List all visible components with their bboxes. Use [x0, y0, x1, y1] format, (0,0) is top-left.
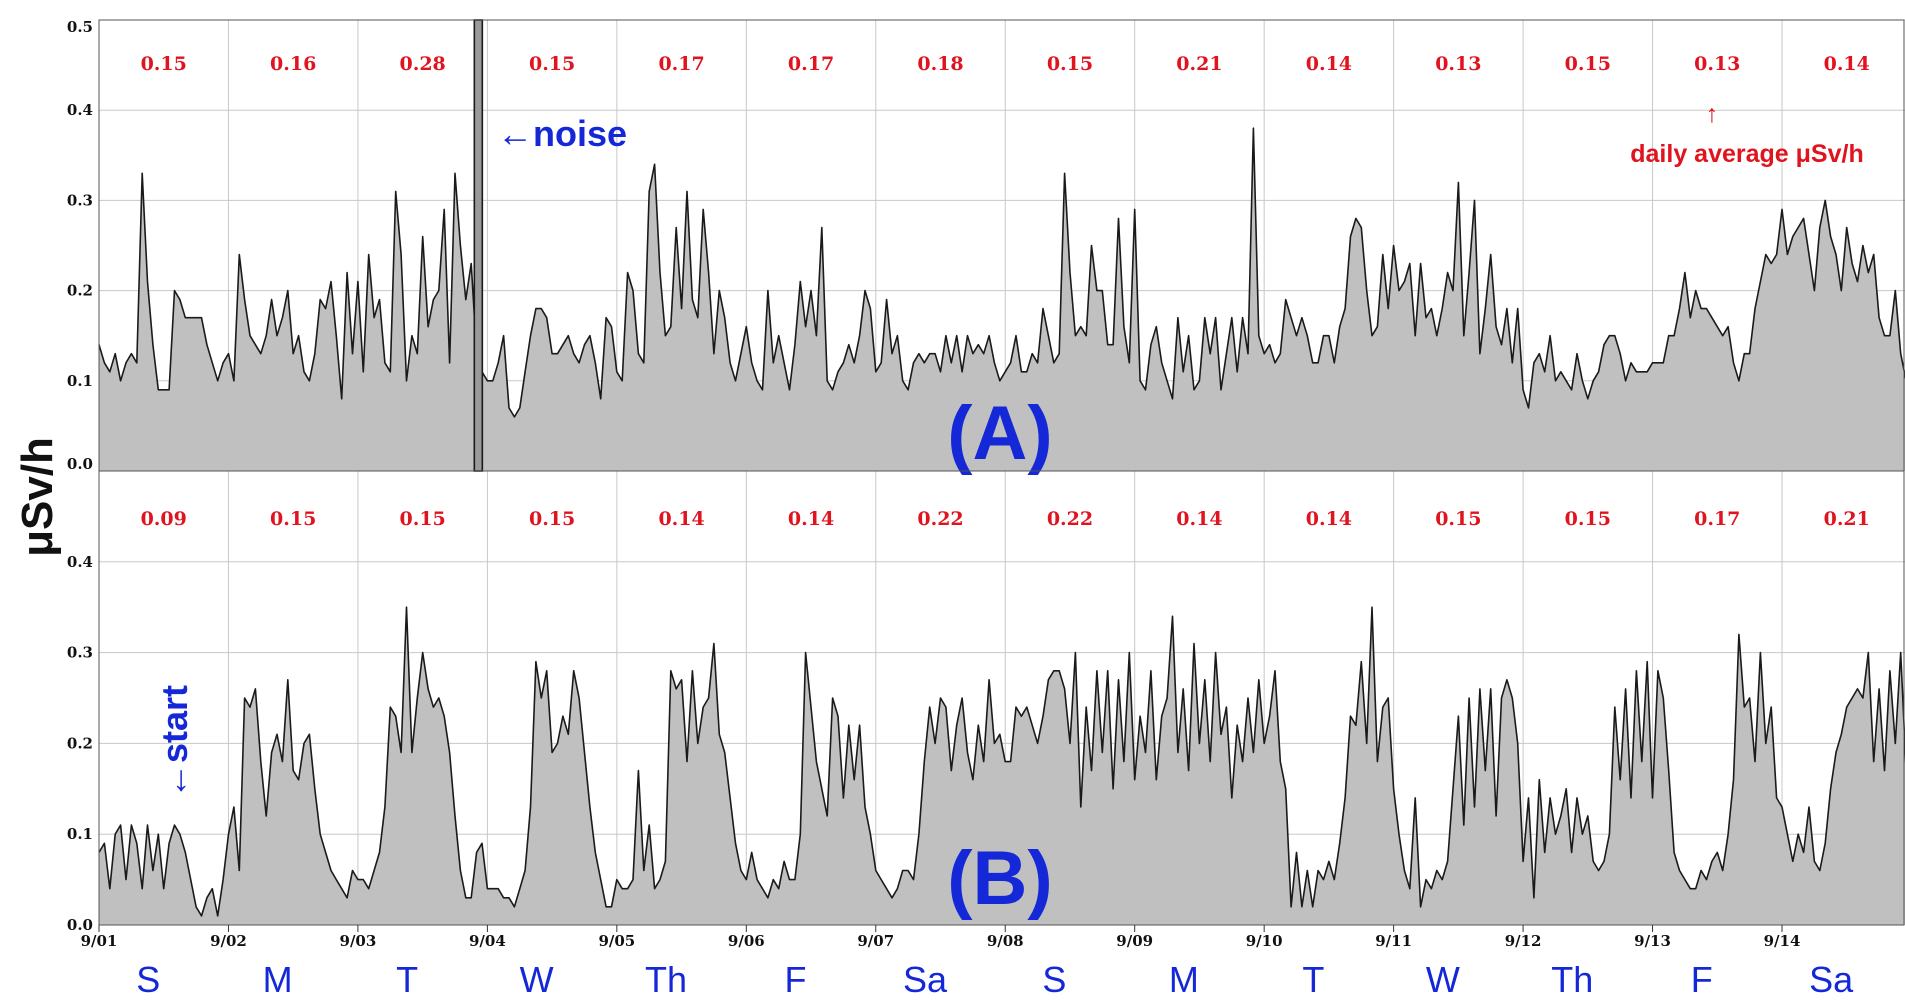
daily-average-label: 0.14 — [1306, 508, 1352, 530]
daily-average-annotation: daily average μSv/h — [1630, 140, 1863, 168]
x-tick-label: 9/14 — [1764, 932, 1801, 950]
weekday-row: S M T W Th F Sa S M T W Th F Sa — [136, 959, 1854, 1000]
x-tick-label: 9/10 — [1246, 932, 1283, 950]
daily-average-label: 0.21 — [1176, 53, 1222, 75]
y-tick-label: 0.5 — [67, 18, 93, 36]
daily-average-label: 0.17 — [658, 53, 704, 75]
x-tick-label: 9/08 — [987, 932, 1024, 950]
weekday-label: S — [1042, 959, 1066, 1000]
x-tick-label: 9/05 — [598, 932, 635, 950]
daily-average-label: 0.15 — [529, 508, 575, 530]
x-tick-label: 9/09 — [1116, 932, 1153, 950]
daily-average-label: 0.14 — [658, 508, 704, 530]
x-tick-label: 9/02 — [210, 932, 247, 950]
daily-average-label: 0.09 — [141, 508, 187, 530]
x-axis: 9/01 9/02 9/03 9/04 9/05 9/06 9/07 9/08 9/09 9/10… — [81, 925, 1801, 950]
x-tick-label: 9/13 — [1634, 932, 1671, 950]
y-tick-label: 0.3 — [67, 644, 93, 662]
x-tick-label: 9/12 — [1505, 932, 1542, 950]
daily-average-label: 0.17 — [788, 53, 834, 75]
weekday-label: Th — [1551, 959, 1593, 1000]
weekday-label: W — [520, 959, 554, 1000]
daily-average-label: 0.14 — [1176, 508, 1222, 530]
daily-average-label: 0.14 — [1306, 53, 1352, 75]
daily-average-label: 0.13 — [1694, 53, 1740, 75]
daily-average-label: 0.22 — [917, 508, 963, 530]
daily-average-label: 0.13 — [1435, 53, 1481, 75]
series-line — [98, 127, 1905, 418]
weekday-label: M — [263, 959, 293, 1000]
weekday-label: F — [785, 959, 807, 1000]
daily-average-label: 0.14 — [788, 508, 834, 530]
x-tick-label: 9/04 — [469, 932, 506, 950]
average-arrow: ↑ — [1706, 100, 1719, 128]
y-tick-label: 0.2 — [67, 282, 93, 300]
x-tick-label: 9/03 — [340, 932, 377, 950]
daily-average-label: 0.15 — [1565, 53, 1611, 75]
daily-average-label: 0.16 — [270, 53, 316, 75]
x-tick-label: 9/01 — [81, 932, 118, 950]
y-tick-label: 0.0 — [67, 916, 93, 934]
daily-average-label: 0.15 — [141, 53, 187, 75]
panel-frame — [98, 470, 1905, 926]
daily-average-label: 0.14 — [1824, 53, 1870, 75]
daily-average-label: 0.22 — [1047, 508, 1093, 530]
start-annotation: ←start — [154, 685, 195, 799]
daily-average-label: 0.28 — [400, 53, 446, 75]
weekday-label: Sa — [903, 959, 948, 1000]
daily-average-label: 0.15 — [1047, 53, 1093, 75]
y-tick-label: 0.1 — [67, 372, 93, 390]
daily-average-label: 0.15 — [1435, 508, 1481, 530]
series-area — [99, 607, 1905, 925]
x-tick-label: 9/06 — [728, 932, 765, 950]
weekday-label: Sa — [1809, 959, 1854, 1000]
y-axis-label: μSv/h — [13, 437, 62, 557]
daily-average-label: 0.15 — [529, 53, 575, 75]
y-tick-label: 0.2 — [67, 734, 93, 752]
weekday-label: W — [1426, 959, 1460, 1000]
panel-a: 0.5 0.4 0.3 0.2 0.1 0.0 0.15 0.16 0.28 0.15 0.17 0.… — [67, 18, 1905, 476]
x-tick-label: 9/07 — [857, 932, 894, 950]
weekday-label: Th — [645, 959, 687, 1000]
daily-average-label: 0.17 — [1694, 508, 1740, 530]
weekday-label: S — [136, 959, 160, 1000]
daily-average-label: 0.21 — [1824, 508, 1870, 530]
weekday-label: T — [1302, 959, 1324, 1000]
noise-annotation: ←noise — [497, 113, 627, 154]
panel-label: (A) — [947, 391, 1053, 476]
series-area — [99, 128, 1905, 471]
weekday-label: M — [1169, 959, 1199, 1000]
daily-average-label: 0.15 — [400, 508, 446, 530]
y-tick-label: 0.4 — [67, 101, 93, 119]
daily-average-label: 0.18 — [917, 53, 963, 75]
x-tick-label: 9/11 — [1375, 932, 1412, 950]
y-tick-label: 0.3 — [67, 191, 93, 209]
y-tick-label: 0.4 — [67, 553, 93, 571]
weekday-label: F — [1691, 959, 1713, 1000]
panel-label: (B) — [947, 836, 1053, 921]
series-line — [98, 606, 1905, 917]
daily-average-label: 0.15 — [1565, 508, 1611, 530]
noise-spike — [473, 19, 484, 472]
daily-average-label: 0.15 — [270, 508, 316, 530]
y-tick-label: 0.1 — [67, 825, 93, 843]
panel-b: 0.4 0.3 0.2 0.1 0.0 0.09 0.15 0.15 0.15 0.14 0.14 0… — [67, 470, 1905, 934]
y-tick-label: 0.0 — [67, 455, 93, 473]
weekday-label: T — [396, 959, 418, 1000]
